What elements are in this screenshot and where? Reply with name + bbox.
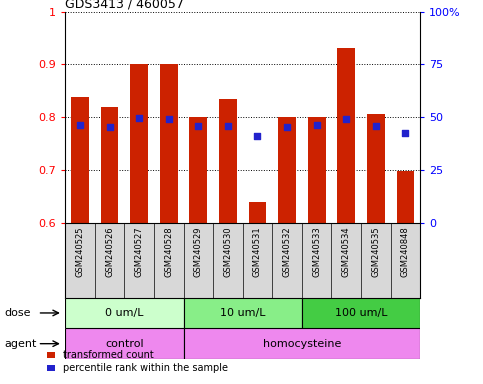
Text: 0 um/L: 0 um/L [105,308,143,318]
Point [313,122,321,128]
Point [342,116,350,122]
Text: GSM240848: GSM240848 [401,227,410,277]
Text: GSM240527: GSM240527 [135,227,143,277]
Bar [278,117,296,223]
Text: 100 um/L: 100 um/L [335,308,387,318]
Text: control: control [105,339,143,349]
Text: homocysteine: homocysteine [263,339,341,349]
Text: GSM240529: GSM240529 [194,227,203,277]
Point [283,124,291,130]
Bar [302,298,420,328]
Bar [71,97,89,223]
Text: GSM240530: GSM240530 [224,227,232,277]
Bar [65,328,184,359]
Bar [337,48,355,223]
Text: agent: agent [5,339,37,349]
Point [401,130,409,136]
Point [254,132,261,139]
Text: GSM240533: GSM240533 [312,227,321,277]
Point [224,122,232,129]
Point [195,122,202,129]
Bar [397,171,414,223]
Text: GSM240532: GSM240532 [283,227,292,277]
Point [76,122,84,128]
Bar [184,328,420,359]
Bar [101,107,118,223]
Legend: transformed count, percentile rank within the sample: transformed count, percentile rank withi… [43,346,232,377]
Bar [308,117,326,223]
Point [135,115,143,121]
Text: GSM240528: GSM240528 [164,227,173,277]
Bar [65,298,184,328]
Bar [130,64,148,223]
Text: GSM240535: GSM240535 [371,227,380,277]
Text: GDS3413 / 460057: GDS3413 / 460057 [65,0,184,10]
Text: GSM240525: GSM240525 [75,227,85,277]
Text: GSM240534: GSM240534 [342,227,351,277]
Bar [184,298,302,328]
Text: dose: dose [5,308,31,318]
Bar [367,114,384,223]
Bar [219,99,237,223]
Text: GSM240526: GSM240526 [105,227,114,277]
Text: GSM240531: GSM240531 [253,227,262,277]
Bar [160,64,178,223]
Point [165,116,172,122]
Bar [189,117,207,223]
Point [106,124,114,130]
Point [372,122,380,129]
Bar [249,202,267,223]
Text: 10 um/L: 10 um/L [220,308,266,318]
